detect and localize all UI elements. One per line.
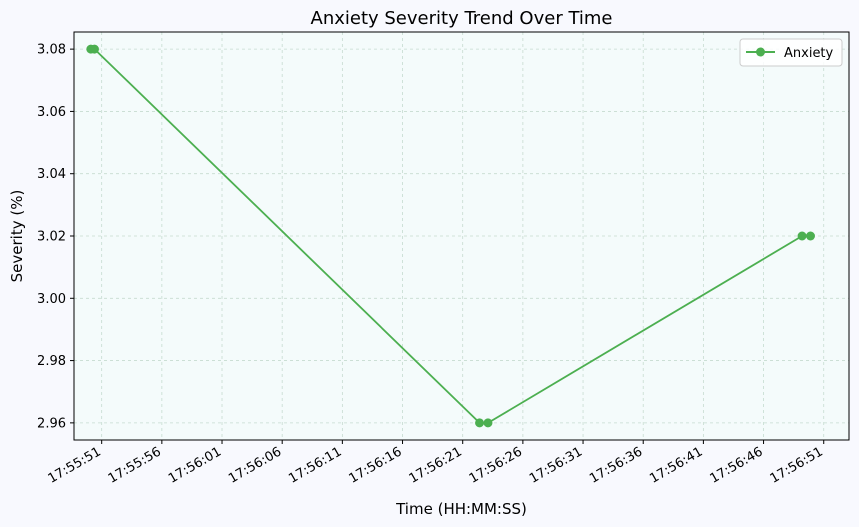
y-tick-label: 2.96	[37, 416, 66, 431]
series-layer	[86, 44, 815, 428]
plot-area	[74, 32, 849, 440]
data-point-3	[483, 418, 493, 428]
data-point-2	[475, 418, 485, 428]
grid	[74, 32, 849, 440]
legend-marker	[756, 47, 765, 57]
y-tick-label: 3.06	[37, 105, 66, 120]
x-axis-label: Time (HH:MM:SS)	[395, 500, 527, 518]
y-tick-label: 2.98	[37, 354, 66, 369]
data-point-4	[797, 231, 807, 241]
data-point-1	[89, 44, 99, 54]
legend-box	[739, 38, 843, 67]
y-tick-label: 3.00	[37, 292, 66, 307]
y-axis-ticks: 2.96 2.98 3.00 3.02 3.04 3.06 3.08	[37, 43, 74, 431]
y-tick-label: 3.04	[37, 167, 66, 182]
legend: Anxiety	[739, 38, 843, 67]
chart-title: Anxiety Severity Trend Over Time	[311, 8, 613, 29]
legend-label: Anxiety	[784, 46, 834, 61]
y-axis-label: Severity (%)	[8, 190, 26, 283]
y-tick-label: 3.02	[37, 230, 66, 245]
data-point-5	[805, 231, 815, 241]
y-tick-label: 3.08	[37, 43, 66, 58]
